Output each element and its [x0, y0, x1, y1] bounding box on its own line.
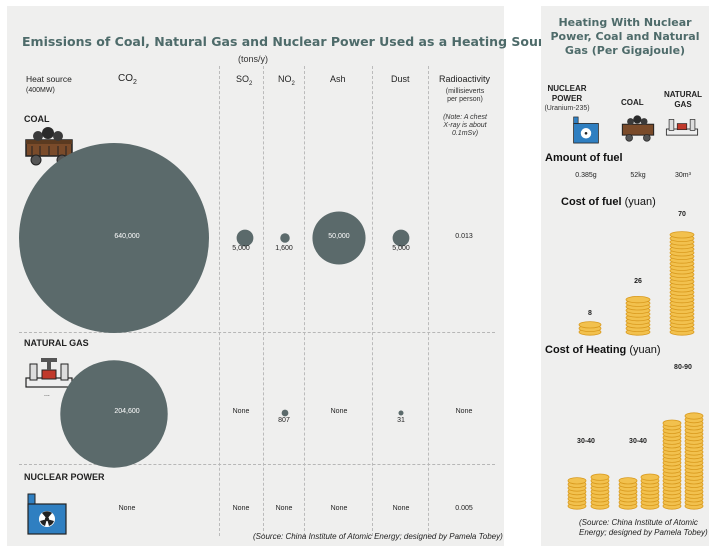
coin-heat-nuclear	[590, 473, 610, 481]
value-coal-radio: 0.013	[455, 233, 473, 240]
value-gas-co2: 204,600	[114, 408, 140, 415]
header-no2: NO2	[278, 74, 295, 87]
cost-of-fuel-label: Cost of fuel (yuan)	[561, 196, 656, 208]
row-divider	[19, 464, 495, 465]
value-nuclear-co2: None	[118, 505, 136, 512]
header-co2: CO2	[118, 73, 137, 86]
col-label-coal: COAL	[621, 98, 644, 107]
cost-fuel-nuclear: 8	[588, 310, 592, 317]
column-divider	[219, 66, 220, 536]
nuclear-plant-icon	[573, 116, 599, 144]
value-nuclear-no2: None	[275, 505, 293, 512]
coal-cart-icon	[621, 115, 655, 142]
value-coal-no2: 1,600	[275, 245, 293, 252]
heating-title: Heating With Nuclear Power, Coal and Nat…	[550, 16, 700, 57]
cost-heat-gas: 80-90	[674, 364, 692, 371]
header-radioactivity: Radioactivity	[439, 74, 491, 84]
bubble-natural-gas-dust	[398, 410, 404, 416]
coin-fuel-1	[625, 295, 651, 304]
emissions-source: (Source: China Institute of Atomic Energ…	[253, 532, 503, 541]
cost-heat-nuclear: 30-40	[577, 438, 595, 445]
emissions-title: Emissions of Coal, Natural Gas and Nucle…	[22, 34, 560, 49]
amount-of-fuel-label: Amount of fuel	[545, 152, 623, 164]
header-so2: SO2	[236, 74, 253, 87]
value-coal-ash: 50,000	[328, 233, 350, 240]
coin-fuel-2	[669, 231, 695, 239]
column-divider	[263, 66, 264, 536]
heating-source: (Source: China Institute of Atomic Energ…	[579, 518, 708, 537]
bubble-coal-co2	[19, 143, 209, 333]
value-nuclear-dust: None	[392, 505, 410, 512]
coin-fuel-0	[578, 321, 602, 329]
gas-pipe-icon: ...	[25, 358, 73, 398]
col-label-gas: NATURAL GAS	[663, 90, 703, 109]
coin-stacks	[567, 231, 704, 510]
emissions-bubbles	[19, 143, 410, 468]
col-sub-nuclear: (Uranium-235)	[544, 105, 590, 112]
row-label-natural-gas: NATURAL GAS	[24, 338, 89, 348]
coin-heat-coal	[640, 473, 660, 481]
emissions-panel: Emissions of Coal, Natural Gas and Nucle…	[7, 6, 560, 546]
bubble-natural-gas-co2	[60, 360, 168, 468]
heating-panel: Heating With Nuclear Power, Coal and Nat…	[541, 6, 709, 546]
row-divider	[19, 332, 495, 333]
cost-heat-coal: 30-40	[629, 438, 647, 445]
column-divider	[304, 66, 305, 536]
value-coal-co2: 640,000	[114, 233, 140, 240]
bubble-coal-so2	[236, 229, 254, 247]
value-gas-radio: None	[455, 408, 473, 415]
bubble-coal-ash	[312, 211, 366, 265]
value-gas-ash: None	[330, 408, 348, 415]
header-ash: Ash	[330, 74, 346, 84]
value-gas-no2: 807	[278, 417, 290, 424]
row-label-coal: COAL	[24, 114, 50, 124]
cost-fuel-gas: 70	[678, 211, 686, 218]
value-nuclear-ash: None	[330, 505, 348, 512]
header-heat-source-sub: (400MW)	[26, 87, 55, 94]
col-label-nuclear: NUCLEAR POWER	[547, 84, 587, 103]
gas-pipe-icon	[665, 119, 699, 136]
bubble-natural-gas-no2	[281, 409, 289, 417]
svg-text:...: ...	[44, 391, 50, 398]
value-coal-dust: 5,000	[392, 245, 410, 252]
column-divider	[372, 66, 373, 536]
bubble-coal-no2	[280, 233, 290, 243]
value-gas-so2: None	[232, 408, 250, 415]
header-dust: Dust	[391, 74, 410, 84]
coin-heat-coal	[618, 477, 638, 485]
row-label-nuclear: NUCLEAR POWER	[24, 472, 105, 482]
bubble-coal-dust	[392, 229, 410, 247]
fuel-coal: 52kg	[630, 172, 646, 179]
header-radioactivity-sub: (millisieverts per person)	[445, 88, 485, 103]
coin-heat-nuclear	[567, 477, 587, 485]
cost-of-heating-label: Cost of Heating (yuan)	[545, 344, 661, 356]
value-nuclear-radio: 0.005	[455, 505, 473, 512]
radioactivity-note: (Note: A chest X-ray is about 0.1mSv)	[443, 114, 487, 137]
header-heat-source: Heat source	[26, 74, 72, 84]
nuclear-plant-icon	[27, 493, 67, 535]
value-coal-so2: 5,000	[232, 245, 250, 252]
value-nuclear-so2: None	[232, 505, 250, 512]
coal-cart-icon	[25, 127, 73, 166]
column-divider	[428, 66, 429, 536]
coin-heat-gas	[684, 412, 704, 420]
fuel-gas: 30m³	[675, 172, 691, 179]
coin-heat-gas	[662, 419, 682, 427]
fuel-nuclear: 0.385g	[575, 172, 597, 179]
value-gas-dust: 31	[397, 417, 405, 424]
cost-fuel-coal: 26	[634, 278, 642, 285]
emissions-unit: (tons/y)	[238, 54, 269, 64]
